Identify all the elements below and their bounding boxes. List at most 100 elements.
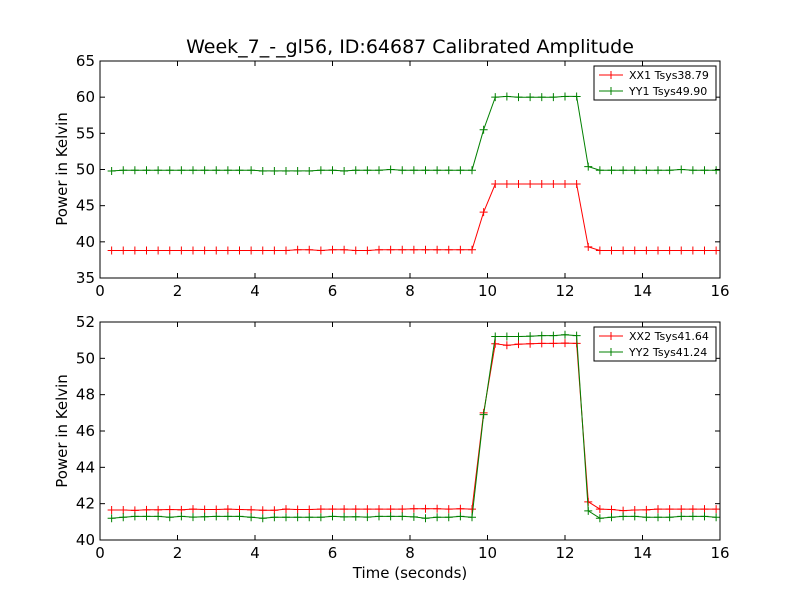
top-data-point — [293, 166, 302, 175]
top-data-point — [468, 166, 476, 175]
bottom-data-point — [130, 512, 139, 521]
top-data-point — [165, 166, 174, 175]
top-data-point — [700, 166, 709, 175]
bottom-y-tick-label: 40 — [76, 531, 95, 549]
bottom-data-point — [677, 512, 686, 521]
bottom-data-point — [549, 331, 558, 340]
bottom-data-point — [630, 512, 639, 521]
bottom-legend: XX2 Tsys41.64 YY2 Tsys41.24 — [593, 326, 717, 362]
bottom-x-tick-label: 12 — [555, 544, 574, 562]
top-data-point — [409, 245, 418, 254]
bottom-data-point — [340, 505, 349, 514]
bottom-data-point — [468, 505, 476, 514]
top-data-point — [654, 246, 662, 255]
top-data-point — [549, 93, 558, 102]
bottom-data-point — [642, 505, 651, 514]
bottom-data-point — [119, 513, 128, 522]
top-legend-label: XX1 Tsys38.79 — [629, 69, 709, 82]
bottom-data-point — [200, 512, 209, 521]
bottom-data-point — [491, 332, 500, 341]
top-data-point — [572, 92, 581, 101]
top-data-point — [212, 166, 221, 175]
top-data-point — [189, 246, 197, 255]
top-data-point — [107, 166, 116, 175]
top-data-point — [340, 166, 349, 175]
top-data-point — [305, 166, 314, 175]
top-data-point — [270, 166, 279, 175]
top-data-point — [561, 179, 569, 188]
top-data-point — [247, 166, 256, 175]
top-data-point — [619, 166, 628, 175]
bottom-data-point — [375, 505, 383, 514]
bottom-data-point — [363, 513, 372, 522]
bottom-data-point — [526, 332, 535, 341]
bottom-y-tick-label: 50 — [76, 349, 95, 367]
bottom-data-point — [654, 513, 662, 522]
top-x-tick-label: 8 — [405, 282, 415, 300]
top-data-point — [537, 93, 546, 102]
top-data-point — [665, 166, 674, 175]
bottom-data-point — [456, 504, 465, 513]
bottom-data-point — [433, 504, 442, 513]
top-legend-marker — [607, 71, 615, 79]
top-x-tick-label: 6 — [328, 282, 338, 300]
top-data-point — [223, 246, 232, 255]
top-x-tick-label: 14 — [633, 282, 652, 300]
top-data-point — [688, 166, 697, 175]
top-y-tick-label: 35 — [76, 269, 95, 287]
top-data-point — [189, 166, 197, 175]
bottom-data-point — [119, 506, 128, 515]
bottom-data-point — [654, 505, 662, 514]
top-data-point — [456, 245, 465, 254]
top-data-point — [514, 179, 523, 188]
top-x-tick-label: 4 — [250, 282, 260, 300]
top-data-point — [433, 166, 442, 175]
bottom-data-point — [561, 339, 569, 348]
top-data-point — [177, 246, 186, 255]
top-data-point — [107, 246, 116, 255]
bottom-data-point — [456, 512, 465, 521]
top-data-point — [561, 92, 569, 101]
top-data-point — [526, 179, 535, 188]
top-data-point — [584, 162, 593, 171]
bottom-x-tick-label: 14 — [633, 544, 652, 562]
top-data-point — [305, 245, 314, 254]
top-data-point — [700, 246, 709, 255]
bottom-data-point — [165, 513, 174, 522]
top-data-point — [235, 246, 244, 255]
bottom-data-point — [316, 513, 325, 522]
top-data-point — [293, 245, 302, 254]
top-y-tick-label: 40 — [76, 233, 95, 251]
top-series-line-2 — [111, 95, 717, 172]
bottom-data-point — [328, 505, 337, 514]
top-data-point — [502, 92, 511, 101]
bottom-data-point — [409, 504, 418, 513]
bottom-data-point — [433, 513, 442, 522]
bottom-data-point — [293, 513, 302, 522]
bottom-data-point — [200, 505, 209, 514]
top-data-point — [200, 246, 209, 255]
bottom-data-point — [375, 512, 383, 521]
bottom-data-point — [223, 512, 232, 521]
bottom-x-tick-label: 16 — [710, 544, 729, 562]
top-data-point — [363, 246, 372, 255]
top-data-point — [282, 246, 290, 255]
bottom-data-point — [502, 341, 511, 350]
top-x-tick-label: 16 — [710, 282, 729, 300]
bottom-data-point — [537, 339, 546, 348]
bottom-legend-marker — [607, 332, 615, 340]
top-data-point — [433, 245, 442, 254]
bottom-data-point — [351, 512, 360, 521]
bottom-data-point — [328, 512, 337, 521]
x-axis-label: Time (seconds) — [352, 564, 468, 582]
bottom-data-point — [479, 410, 488, 419]
top-data-point — [665, 246, 674, 255]
top-data-point — [642, 166, 651, 175]
bottom-data-point — [282, 505, 290, 514]
bottom-x-tick-label: 10 — [478, 544, 497, 562]
bottom-data-point — [235, 505, 244, 514]
bottom-data-point — [537, 331, 546, 340]
bottom-data-point — [595, 514, 604, 523]
